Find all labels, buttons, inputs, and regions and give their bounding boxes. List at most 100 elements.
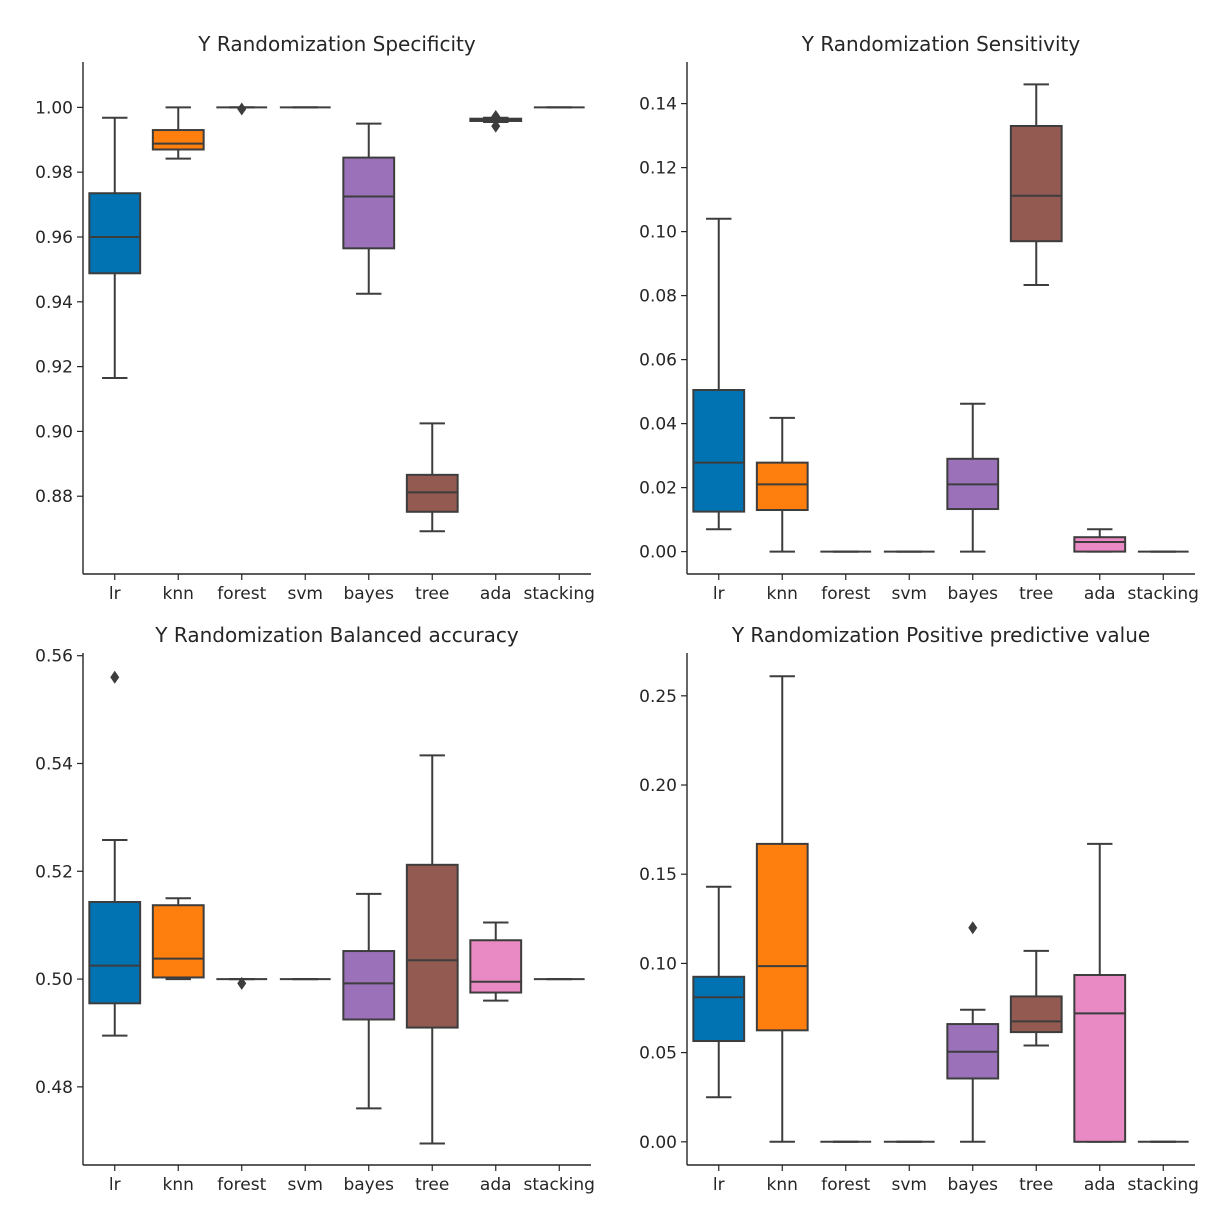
box-lr bbox=[692, 217, 746, 531]
box-iqr bbox=[692, 975, 746, 1043]
x-tick-label-knn: knn bbox=[163, 584, 194, 604]
box-iqr bbox=[88, 900, 142, 1005]
box-ada bbox=[469, 921, 523, 1002]
y-tick-label: 0.00 bbox=[639, 1133, 677, 1153]
x-tick-label-svm: svm bbox=[288, 1175, 323, 1195]
x-tick-label-bayes: bayes bbox=[343, 1175, 394, 1195]
box-iqr bbox=[755, 842, 809, 1032]
y-tick-label: 0.14 bbox=[639, 95, 677, 115]
box-iqr bbox=[151, 904, 205, 979]
y-tick-label: 0.04 bbox=[639, 415, 677, 435]
outlier-point bbox=[237, 976, 247, 990]
box-forest bbox=[216, 102, 268, 116]
box-knn bbox=[755, 416, 809, 553]
x-tick-label-stacking: stacking bbox=[524, 584, 595, 604]
x-tick-label-lr: lr bbox=[713, 584, 725, 604]
box-iqr bbox=[755, 461, 809, 512]
x-tick-label-forest: forest bbox=[821, 584, 870, 604]
box-forest bbox=[216, 976, 268, 990]
x-tick-label-knn: knn bbox=[767, 584, 798, 604]
x-tick-label-ada: ada bbox=[1084, 1175, 1116, 1195]
x-tick-label-lr: lr bbox=[713, 1175, 725, 1195]
outlier-point bbox=[968, 921, 978, 935]
y-tick-label: 0.06 bbox=[639, 351, 677, 371]
y-tick-label: 0.52 bbox=[35, 862, 73, 882]
x-tick-label-bayes: bayes bbox=[947, 584, 998, 604]
box-bayes bbox=[946, 921, 1000, 1143]
box-iqr bbox=[692, 389, 746, 513]
outlier-point bbox=[491, 119, 501, 133]
box-iqr bbox=[469, 939, 523, 994]
y-tick-label: 0.00 bbox=[639, 543, 677, 563]
x-tick-label-tree: tree bbox=[1019, 1175, 1053, 1195]
outlier-point bbox=[491, 109, 501, 123]
x-tick-label-bayes: bayes bbox=[947, 1175, 998, 1195]
x-tick-label-svm: svm bbox=[892, 584, 927, 604]
box-lr bbox=[88, 116, 142, 379]
x-tick-label-knn: knn bbox=[767, 1175, 798, 1195]
panel-sensitivity: Y Randomization Sensitivity 0.00 0.02 0.04… bbox=[639, 32, 1199, 604]
x-tick-label-forest: forest bbox=[217, 1175, 266, 1195]
y-tick-label: 0.48 bbox=[35, 1078, 73, 1098]
y-tick-label: 0.25 bbox=[639, 687, 677, 707]
box-ada bbox=[469, 109, 523, 133]
box-tree bbox=[405, 754, 459, 1145]
y-tick-label: 0.08 bbox=[639, 287, 677, 307]
x-tick-label-ada: ada bbox=[480, 584, 512, 604]
x-tick-label-lr: lr bbox=[109, 584, 121, 604]
y-tick-label: 0.56 bbox=[35, 647, 73, 667]
box-iqr bbox=[151, 129, 205, 151]
box-lr bbox=[692, 885, 746, 1099]
outlier-point bbox=[110, 670, 120, 684]
x-tick-label-forest: forest bbox=[217, 584, 266, 604]
box-knn bbox=[755, 675, 809, 1143]
box-ada bbox=[1073, 842, 1127, 1143]
chart-title: Y Randomization Specificity bbox=[197, 32, 476, 56]
panel-specificity: Y Randomization Specificity 0.88 0.90 0.92… bbox=[35, 32, 595, 604]
chart-title: Y Randomization Balanced accuracy bbox=[154, 623, 519, 647]
box-lr bbox=[88, 670, 142, 1037]
box-iqr bbox=[1009, 125, 1063, 243]
y-tick-label: 1.00 bbox=[35, 98, 73, 118]
box-iqr bbox=[342, 950, 396, 1021]
x-tick-label-tree: tree bbox=[1019, 584, 1053, 604]
y-tick-label: 0.50 bbox=[35, 970, 73, 990]
chart-title: Y Randomization Sensitivity bbox=[801, 32, 1081, 56]
x-tick-label-svm: svm bbox=[892, 1175, 927, 1195]
box-iqr bbox=[88, 192, 142, 275]
x-tick-label-tree: tree bbox=[415, 584, 449, 604]
x-tick-label-forest: forest bbox=[821, 1175, 870, 1195]
box-knn bbox=[151, 897, 205, 981]
chart-title: Y Randomization Positive predictive valu… bbox=[731, 623, 1150, 647]
y-tick-label: 0.94 bbox=[35, 293, 73, 313]
box-tree bbox=[1009, 83, 1063, 287]
x-tick-label-ada: ada bbox=[1084, 584, 1116, 604]
x-tick-label-stacking: stacking bbox=[524, 1175, 595, 1195]
box-bayes bbox=[946, 402, 1000, 553]
y-tick-label: 0.15 bbox=[639, 865, 677, 885]
panel-positive-predictive-value: Y Randomization Positive predictive valu… bbox=[639, 623, 1199, 1195]
x-tick-label-lr: lr bbox=[109, 1175, 121, 1195]
x-tick-label-bayes: bayes bbox=[343, 584, 394, 604]
y-tick-label: 0.05 bbox=[639, 1044, 677, 1064]
y-tick-label: 0.88 bbox=[35, 487, 73, 507]
box-iqr bbox=[1073, 536, 1127, 553]
x-tick-label-svm: svm bbox=[288, 584, 323, 604]
y-tick-label: 0.98 bbox=[35, 163, 73, 183]
y-tick-label: 0.10 bbox=[639, 223, 677, 243]
y-tick-label: 0.96 bbox=[35, 228, 73, 248]
y-tick-label: 0.10 bbox=[639, 954, 677, 974]
box-iqr bbox=[342, 156, 396, 250]
box-iqr bbox=[1073, 974, 1127, 1143]
y-tick-label: 0.90 bbox=[35, 422, 73, 442]
panel-balanced-accuracy: Y Randomization Balanced accuracy 0.48 0.… bbox=[35, 623, 595, 1195]
x-tick-label-knn: knn bbox=[163, 1175, 194, 1195]
box-tree bbox=[1009, 949, 1063, 1047]
box-knn bbox=[151, 106, 205, 160]
x-tick-label-ada: ada bbox=[480, 1175, 512, 1195]
box-iqr bbox=[1009, 995, 1063, 1034]
box-iqr bbox=[405, 863, 459, 1029]
box-bayes bbox=[342, 892, 396, 1110]
y-tick-label: 0.92 bbox=[35, 358, 73, 378]
